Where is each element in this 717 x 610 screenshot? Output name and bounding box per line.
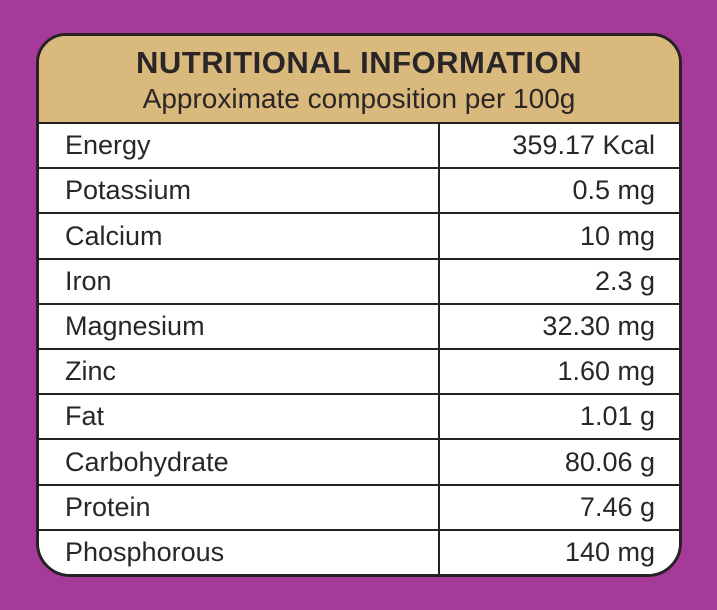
nutrient-value: 32.30 mg: [542, 310, 655, 341]
nutrition-label-card: NUTRITIONAL INFORMATION Approximate comp…: [36, 33, 682, 577]
table-row: Carbohydrate 80.06 g: [39, 440, 679, 486]
table-row: Fat 1.01 g: [39, 395, 679, 441]
table-row: Phosphorous 140 mg: [39, 530, 679, 574]
nutrient-label: Fat: [39, 395, 441, 439]
nutrient-label: Phosphorous: [39, 530, 441, 574]
nutrient-value: 140 mg: [564, 536, 655, 567]
nutrient-label: Potassium: [39, 169, 441, 213]
nutrient-value: 7.46 g: [579, 491, 655, 522]
nutrient-value: 80.06 g: [564, 446, 655, 477]
nutrient-label: Iron: [39, 259, 441, 303]
nutrient-label: Zinc: [39, 350, 441, 394]
nutrition-table: Energy 359.17 Kcal Potassium 0.5 mg Calc…: [39, 124, 679, 574]
table-row: Zinc 1.60 mg: [39, 350, 679, 396]
nutrient-value: 2.3 g: [594, 265, 655, 296]
nutrient-label: Calcium: [39, 214, 441, 258]
nutrient-label: Carbohydrate: [39, 440, 441, 484]
nutrient-value: 10 mg: [579, 220, 655, 251]
table-row: Protein 7.46 g: [39, 485, 679, 531]
nutrient-value: 0.5 mg: [572, 175, 655, 206]
nutrient-value: 359.17 Kcal: [512, 130, 655, 161]
nutrient-value: 1.60 mg: [557, 356, 655, 387]
label-subtitle: Approximate composition per 100g: [142, 83, 576, 114]
label-header: NUTRITIONAL INFORMATION Approximate comp…: [39, 36, 679, 124]
table-row: Magnesium 32.30 mg: [39, 304, 679, 351]
table-row: Potassium 0.5 mg: [39, 169, 679, 215]
nutrient-label: Protein: [39, 485, 441, 529]
table-row: Energy 359.17 Kcal: [39, 124, 679, 170]
nutrient-label: Magnesium: [39, 304, 441, 349]
nutrient-value: 1.01 g: [579, 401, 655, 432]
label-title: NUTRITIONAL INFORMATION: [135, 45, 583, 80]
table-row: Calcium 10 mg: [39, 214, 679, 260]
table-row: Iron 2.3 g: [39, 259, 679, 305]
nutrient-label: Energy: [39, 124, 441, 168]
